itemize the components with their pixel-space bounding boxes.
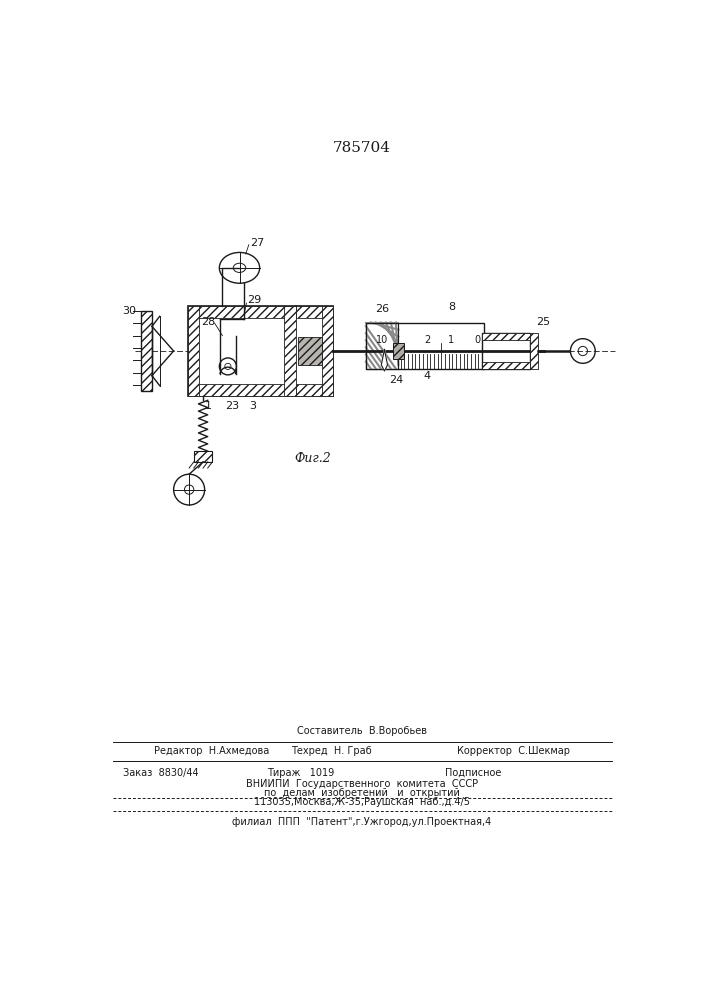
Bar [199,318,284,384]
Text: 25: 25 [537,317,551,327]
Text: 27: 27 [250,238,264,248]
Bar [393,343,404,359]
Text: 785704: 785704 [333,141,391,155]
Text: 3: 3 [250,401,257,411]
Text: 10: 10 [376,335,388,345]
Text: 2: 2 [424,335,431,345]
Bar [296,318,322,384]
Bar [298,337,322,365]
Text: Корректор  С.Шекмар: Корректор С.Шекмар [457,746,570,756]
Text: Подписное: Подписное [445,768,501,778]
Bar [284,306,296,396]
Bar [366,323,398,369]
Text: 23: 23 [225,401,239,411]
Bar [194,451,212,462]
Text: 29: 29 [247,295,262,305]
Bar [296,384,333,396]
Polygon shape [381,349,387,371]
Text: 26: 26 [375,304,390,314]
Text: 1: 1 [204,401,211,411]
Text: филиал  ППП  "Патент",г.Ужгород,ул.Проектная,4: филиал ППП "Патент",г.Ужгород,ул.Проектн… [233,817,491,827]
Text: ВНИИПИ  Государственного  комитета  СССР: ВНИИПИ Государственного комитета СССР [246,779,478,789]
Text: Техред  Н. Граб: Техред Н. Граб [291,746,372,756]
Text: 8: 8 [448,302,455,312]
Bar [530,333,538,369]
Text: 28: 28 [201,317,215,327]
Text: 24: 24 [389,375,403,385]
Bar [322,306,333,396]
Text: Фиг.2: Фиг.2 [295,452,332,465]
Bar [296,306,333,318]
Bar [482,362,530,369]
Bar [366,323,484,369]
Bar [482,333,530,340]
Bar [482,333,530,369]
Bar [187,384,296,396]
Text: Тираж   1019: Тираж 1019 [267,768,334,778]
Text: 1: 1 [448,335,454,345]
Text: 113035,Москва,Ж-35,Раушская  наб.,д.4/5: 113035,Москва,Ж-35,Раушская наб.,д.4/5 [254,797,470,807]
Text: 30: 30 [122,306,136,316]
Text: 4: 4 [423,371,431,381]
Text: 0: 0 [474,335,480,345]
Bar [296,306,333,396]
Text: Заказ  8830/44: Заказ 8830/44 [123,768,199,778]
Bar [187,306,296,396]
Text: по  делам  изобретений   и  открытий: по делам изобретений и открытий [264,788,460,798]
Bar [141,311,152,391]
Bar [187,306,296,318]
Bar [187,306,199,396]
Text: Составитель  В.Воробьев: Составитель В.Воробьев [297,726,427,736]
Text: Редактор  Н.Ахмедова: Редактор Н.Ахмедова [154,746,269,756]
